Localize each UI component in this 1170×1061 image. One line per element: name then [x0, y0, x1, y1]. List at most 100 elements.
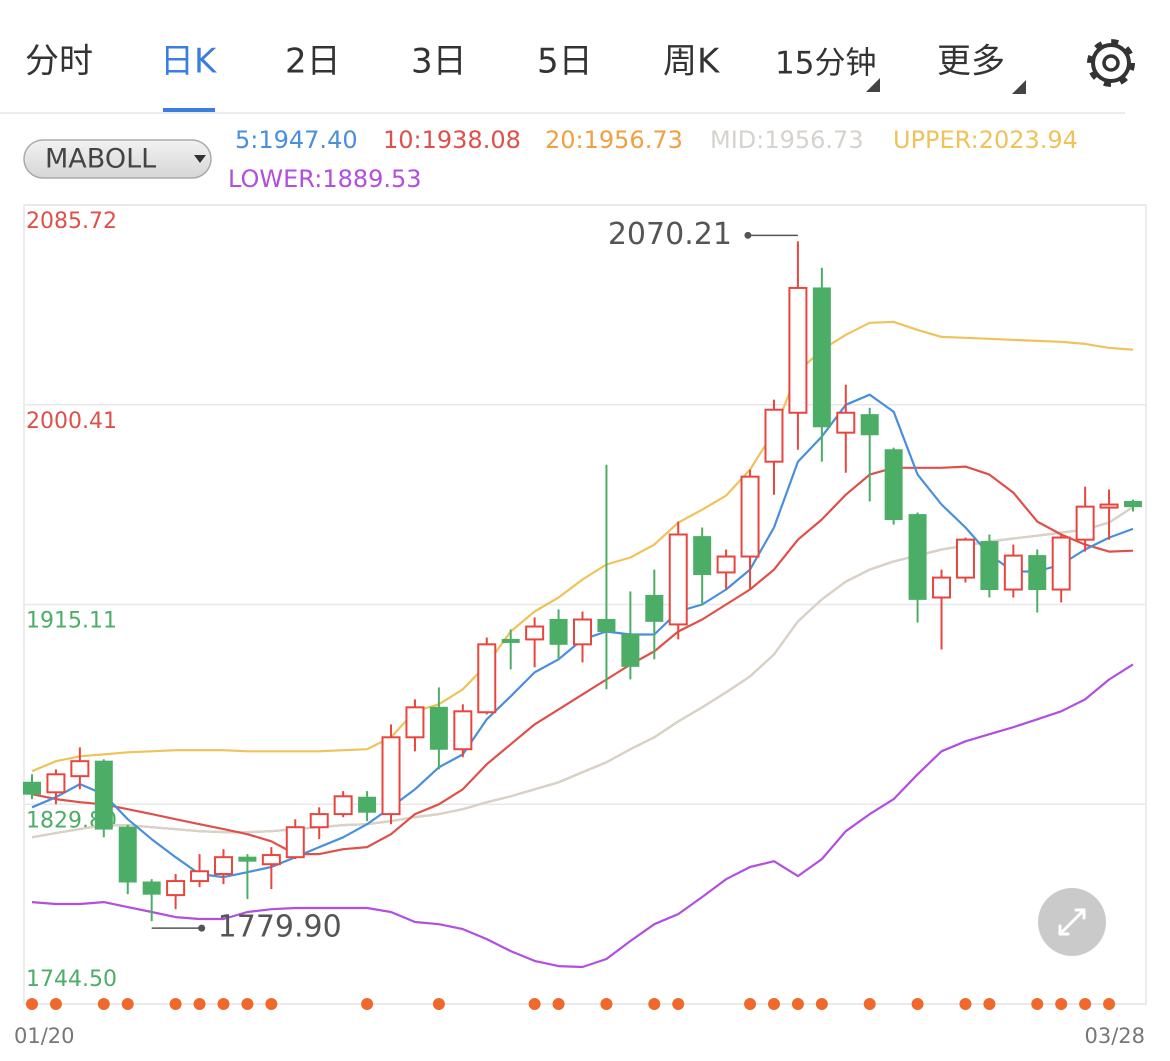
candle-body — [453, 710, 473, 751]
candle-body — [932, 576, 952, 599]
indicator-line — [31, 320, 1134, 773]
gear-teeth — [1087, 39, 1135, 87]
indicator-selector[interactable]: MABOLL — [23, 139, 212, 179]
event-marker — [361, 998, 374, 1010]
event-marker — [791, 998, 804, 1010]
event-marker — [241, 998, 254, 1010]
candle-body — [238, 856, 257, 862]
y-tick-label: 2085.72 — [26, 209, 117, 234]
event-marker — [911, 998, 924, 1010]
candle-body — [1028, 555, 1047, 591]
event-marker — [97, 998, 110, 1010]
candle-body — [693, 536, 712, 576]
candle-body — [70, 760, 90, 778]
event-marker — [552, 998, 565, 1010]
candle-body — [46, 773, 66, 794]
plot-area: 1744.501915.112000.412085.721829.8001/20… — [14, 204, 1146, 1048]
event-marker — [528, 998, 541, 1010]
event-marker — [863, 998, 876, 1010]
y-tick-label: 1744.50 — [26, 967, 117, 992]
tab[interactable]: 2日 — [285, 42, 341, 82]
candle-body — [142, 881, 161, 895]
candle-body — [716, 555, 736, 574]
candle-body — [764, 408, 784, 463]
candle-body — [1124, 500, 1142, 508]
event-marker — [959, 998, 972, 1010]
indicator-line — [31, 465, 1134, 856]
candle-body — [261, 854, 281, 866]
candle-body — [573, 618, 592, 646]
event-marker — [193, 998, 206, 1010]
candle-body — [285, 826, 305, 859]
gear-ring — [1091, 43, 1131, 83]
candle-body — [1099, 503, 1119, 509]
candle-body — [668, 533, 688, 626]
annotation-dot — [198, 924, 206, 932]
candle-body — [980, 541, 999, 591]
active-tab-underline — [163, 108, 215, 112]
event-marker — [648, 998, 661, 1010]
tab[interactable]: 分时 — [25, 42, 93, 82]
candle-body — [501, 638, 520, 643]
candle-body — [358, 796, 377, 813]
y-tick-label: 2000.41 — [26, 409, 117, 434]
candle-body — [812, 287, 831, 428]
x-tick-label: 03/28 — [1084, 1024, 1145, 1048]
tab[interactable]: 更多 — [937, 42, 1005, 82]
tab[interactable]: 15分钟 — [775, 46, 876, 82]
candle-body — [860, 414, 879, 436]
event-marker — [1055, 998, 1068, 1010]
annotation-high: 2070.21 — [608, 217, 732, 252]
candle-body — [884, 449, 903, 521]
candle-body — [118, 826, 137, 883]
tab[interactable]: 3日 — [411, 42, 467, 82]
candle-body — [549, 619, 568, 645]
candle-body — [1075, 505, 1095, 541]
dropdown-arrow — [1012, 80, 1026, 94]
event-marker — [26, 998, 38, 1010]
candle-body — [94, 760, 113, 830]
tab[interactable]: 5日 — [537, 42, 593, 82]
candle-body — [477, 643, 497, 714]
event-marker — [1103, 998, 1116, 1010]
legend-entry: LOWER:1889.53 — [228, 165, 422, 193]
expand-button[interactable] — [1038, 888, 1106, 956]
candle-body — [333, 795, 353, 816]
event-marker — [49, 998, 62, 1010]
candle-body — [621, 633, 640, 667]
event-marker — [600, 998, 613, 1010]
candle-body — [166, 880, 186, 897]
annotation-dot — [744, 231, 752, 239]
y-tick-label: 1915.11 — [26, 609, 117, 634]
candle-body — [788, 286, 808, 414]
legend-entry: 5:1947.40 — [235, 126, 358, 154]
legend-entry: 20:1956.73 — [545, 126, 683, 154]
tab[interactable]: 周K — [663, 42, 721, 82]
legend-entry: MID:1956.73 — [710, 126, 864, 154]
candle-body — [309, 813, 329, 829]
candle-body — [429, 706, 448, 750]
event-marker — [1079, 998, 1092, 1010]
tab[interactable]: 日K — [160, 42, 218, 82]
candle-body — [23, 781, 41, 795]
annotation-low: 1779.90 — [218, 910, 342, 945]
event-marker — [983, 998, 996, 1010]
selector-arrow — [194, 155, 206, 163]
candle-body — [740, 475, 760, 558]
candle-body — [190, 870, 210, 883]
event-marker — [1031, 998, 1044, 1010]
event-marker — [217, 998, 230, 1010]
candle-body — [1051, 536, 1071, 591]
tab-bar: 分时 日K 2日 3日 5日 周K 15分钟 更多 — [25, 39, 1135, 112]
indicator-line — [31, 506, 1134, 839]
indicator-line — [31, 663, 1134, 969]
event-marker — [815, 998, 828, 1010]
selector-pill — [23, 139, 212, 179]
settings-gear[interactable] — [1087, 39, 1135, 87]
candle-body — [645, 594, 664, 622]
event-marker — [767, 998, 780, 1010]
dropdown-arrow — [866, 78, 880, 92]
candle-body — [525, 625, 545, 641]
candle-body — [213, 856, 233, 876]
